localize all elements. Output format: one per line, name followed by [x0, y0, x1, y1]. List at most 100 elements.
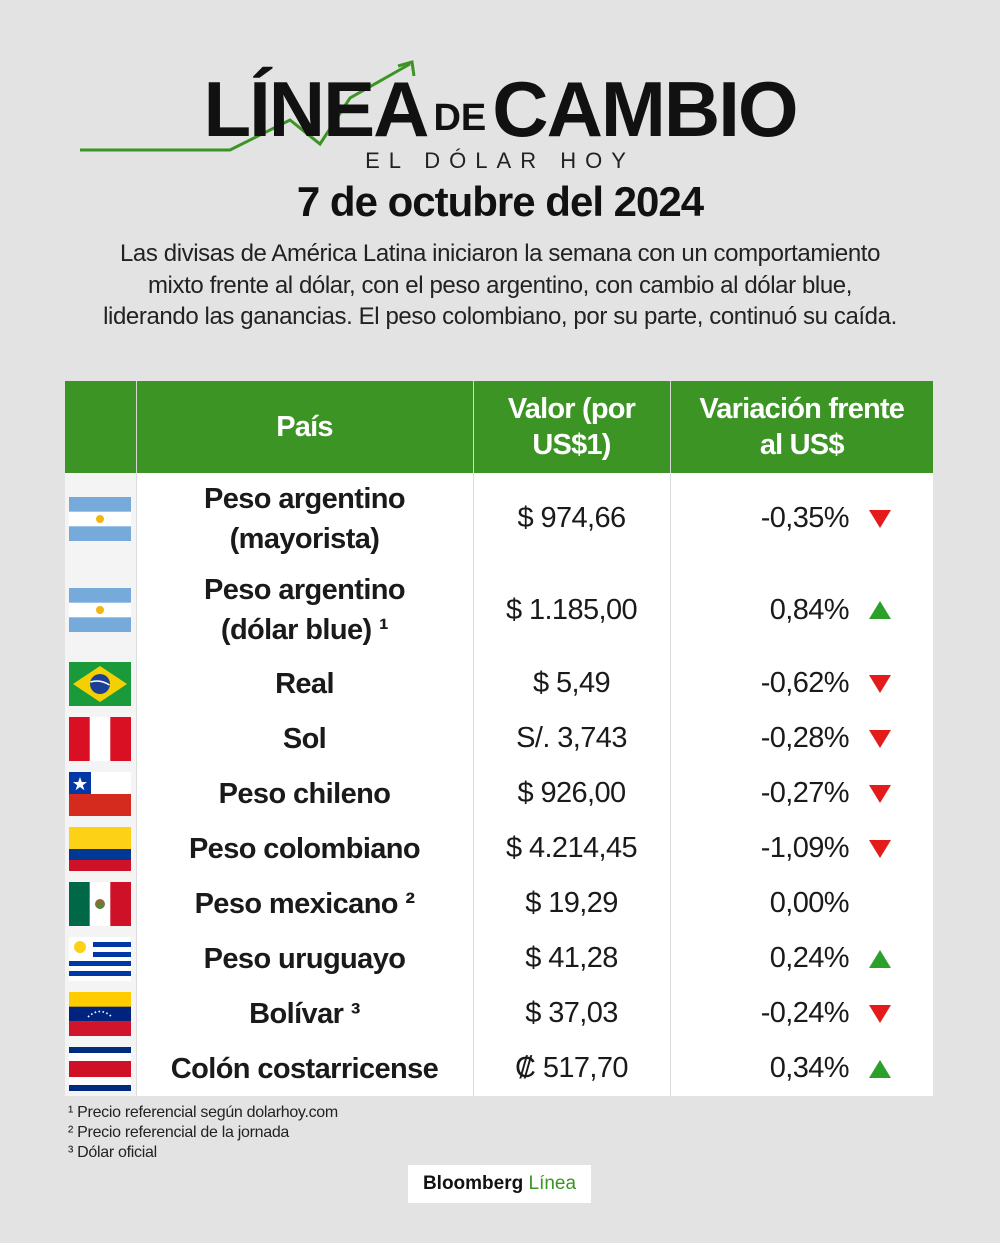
currency-name-line1: Sol — [282, 722, 327, 755]
table-row: Colón costarricense ₡ 517,70 0,34% — [65, 1041, 933, 1096]
currency-value: $ 974,66 — [473, 473, 671, 564]
currency-variation: -0,28% — [670, 711, 933, 766]
currency-name: Peso argentino (mayorista) — [136, 473, 474, 564]
page-date: 7 de octubre del 2024 — [296, 178, 704, 225]
flag-cell — [65, 564, 137, 656]
currency-name: Peso chileno — [136, 766, 474, 821]
currency-variation: -0,27% — [670, 766, 933, 821]
header-variation-line1: Variación frente — [699, 393, 905, 425]
mexico-flag — [69, 881, 132, 926]
currency-name: Sol — [136, 711, 474, 766]
costa-rica-flag — [69, 1046, 132, 1091]
currency-name-line1: Peso mexicano ² — [194, 887, 415, 920]
currency-variation: 0,84% — [670, 564, 933, 656]
flag-cell — [65, 821, 137, 876]
header-variation-line2: al US$ — [759, 429, 845, 461]
intro-text: Las divisas de América Latina iniciaron … — [103, 240, 897, 330]
currency-value: S/. 3,743 — [473, 711, 671, 766]
footnotes: ¹ Precio referencial según dolarhoy.com … — [68, 1103, 338, 1163]
header-value-line1: Valor (por — [507, 393, 636, 425]
currency-variation: -0,62% — [670, 656, 933, 711]
argentina-flag — [69, 496, 132, 541]
header-value-line2: US$1) — [532, 429, 611, 461]
logo-word-linea: LÍNEA — [203, 65, 429, 153]
footnote-1: ¹ Precio referencial según dolarhoy.com — [68, 1104, 338, 1121]
currency-name: Peso mexicano ² — [136, 876, 474, 931]
variation-value: 0,34% — [769, 1052, 850, 1084]
argentina-flag — [69, 588, 132, 632]
currency-variation: 0,34% — [670, 1041, 933, 1096]
header-country: País — [136, 381, 474, 473]
flag-cell — [65, 473, 137, 564]
colombia-flag — [69, 826, 132, 871]
currency-variation: -0,35% — [670, 473, 933, 564]
arrow-up-icon — [869, 949, 891, 968]
table-header-row: País Valor (por US$1) Variación frente al … — [65, 381, 933, 473]
arrow-down-icon — [869, 509, 891, 528]
uruguay-flag — [69, 936, 132, 981]
header-value: Valor (por US$1) — [473, 381, 671, 473]
arrow-up-icon — [869, 1059, 891, 1078]
brazil-flag — [69, 661, 132, 706]
currency-name-line1: Peso argentino — [203, 574, 406, 606]
arrow-down-icon — [869, 839, 891, 858]
currency-name-line2: (mayorista) — [229, 522, 380, 555]
arrow-down-icon — [869, 729, 891, 748]
table-row: Sol S/. 3,743 -0,28% — [65, 711, 933, 766]
variation-value: -0,62% — [760, 667, 850, 699]
table-row: Real $ 5,49 -0,62% — [65, 656, 933, 711]
brand-main: Bloomberg — [422, 1173, 524, 1194]
variation-value: 0,00% — [769, 887, 850, 919]
table-row: Peso chileno $ 926,00 -0,27% — [65, 766, 933, 821]
currency-name-line1: Peso argentino — [203, 482, 406, 515]
currency-variation: -0,24% — [670, 986, 933, 1041]
footnote-2: ² Precio referencial de la jornada — [68, 1124, 290, 1141]
flag-cell — [65, 1041, 137, 1096]
exchange-table: País Valor (por US$1) Variación frente al … — [65, 381, 933, 1096]
chile-flag — [69, 771, 132, 816]
trend-arrow-icon — [80, 60, 416, 152]
currency-value: $ 19,29 — [473, 876, 671, 931]
currency-value: $ 41,28 — [473, 931, 671, 986]
table-row: Peso colombiano $ 4.214,45 -1,09% — [65, 821, 933, 876]
variation-value: 0,84% — [769, 593, 850, 626]
table-row: Peso argentino (mayorista) $ 974,66 -0,35% — [65, 473, 933, 564]
currency-name-line1: Peso uruguayo — [203, 942, 406, 975]
table-row: Peso mexicano ² $ 19,29 0,00% — [65, 876, 933, 931]
table-row: Bolívar ³ $ 37,03 -0,24% — [65, 986, 933, 1041]
currency-name: Bolívar ³ — [136, 986, 474, 1041]
header-variation: Variación frente al US$ — [670, 381, 933, 473]
variation-value: -0,35% — [760, 502, 850, 534]
currency-name: Real — [136, 656, 474, 711]
logo-subtitle: EL DÓLAR HOY — [365, 148, 635, 173]
currency-value: $ 4.214,45 — [473, 821, 671, 876]
logo: LÍNEA DECAMBIO EL DÓLAR HOY — [0, 58, 1000, 178]
currency-value: $ 5,49 — [473, 656, 671, 711]
currency-name-line1: Real — [275, 667, 334, 700]
arrow-down-icon — [869, 674, 891, 693]
table-row: Peso argentino (dólar blue) ¹ $ 1.185,00 0,… — [65, 564, 933, 656]
currency-name-line1: Peso chileno — [218, 777, 391, 810]
currency-name: Peso colombiano — [136, 821, 474, 876]
currency-name: Peso argentino (dólar blue) ¹ — [136, 564, 474, 656]
currency-name-line1: Bolívar ³ — [249, 997, 360, 1030]
footnote-3: ³ Dólar oficial — [68, 1144, 157, 1161]
arrow-down-icon — [869, 1004, 891, 1023]
variation-value: -0,27% — [760, 777, 850, 809]
peru-flag — [69, 716, 132, 761]
logo-word-cambio: CAMBIO — [492, 65, 798, 153]
currency-variation: 0,00% — [670, 876, 933, 931]
flag-cell — [65, 876, 137, 931]
logo-title: LÍNEA DECAMBIO — [0, 70, 1000, 148]
variation-value: -0,24% — [760, 997, 850, 1029]
flag-cell — [65, 986, 137, 1041]
currency-name-line1: Peso colombiano — [188, 832, 421, 865]
variation-value: -0,28% — [760, 722, 850, 754]
currency-variation: -1,09% — [670, 821, 933, 876]
currency-name-line1: Colón costarricense — [170, 1052, 439, 1085]
currency-name: Colón costarricense — [136, 1041, 474, 1096]
variation-value: -1,09% — [760, 832, 850, 864]
logo-word-de: DE — [433, 97, 487, 139]
currency-value: ₡ 517,70 — [473, 1041, 671, 1096]
currency-value: $ 926,00 — [473, 766, 671, 821]
